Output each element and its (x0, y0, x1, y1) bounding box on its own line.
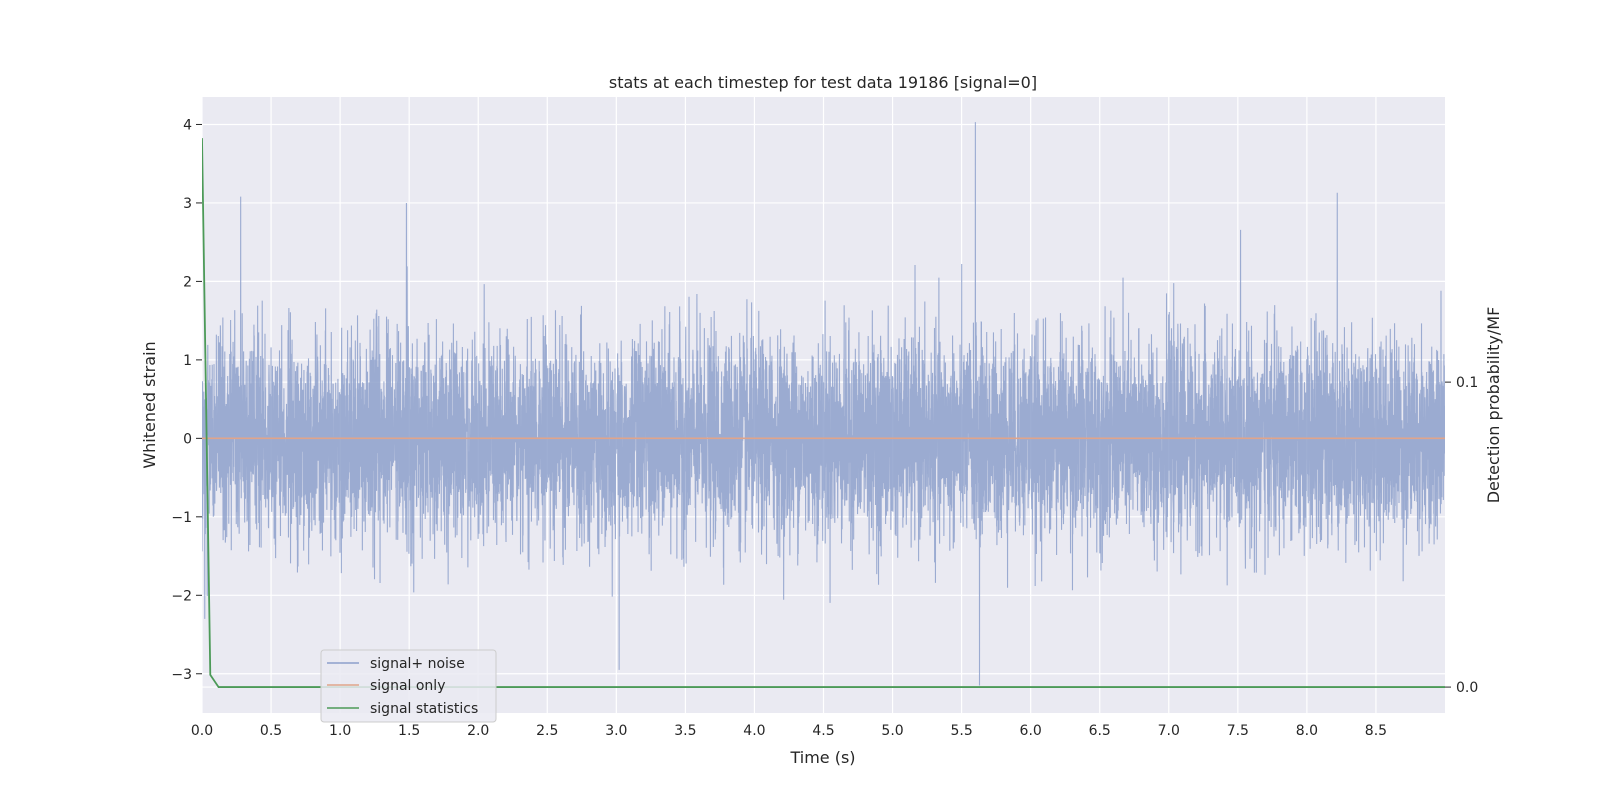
y-tick-label: −2 (171, 588, 192, 604)
x-tick-label: 5.5 (950, 723, 972, 739)
series-line-signal-noise (202, 122, 1445, 686)
x-tick-label: 8.5 (1365, 723, 1387, 739)
x-tick-label: 8.0 (1296, 723, 1318, 739)
series-layer (202, 122, 1445, 688)
x-tick-label: 1.0 (329, 723, 351, 739)
chart-title: stats at each timestep for test data 191… (609, 73, 1037, 92)
y-tick-label: 4 (183, 117, 192, 133)
ticks: 0.0 0.5 1.0 1.5 2.0 2.5 3.0 3.5 4.0 4.5 5.0 5.5 6.0 6… (171, 117, 1478, 739)
legend-label-signal-statistics: signal statistics (370, 701, 478, 717)
y-tick-label: 0 (183, 431, 192, 447)
x-tick-label: 4.5 (812, 723, 834, 739)
y-right-tick-label: 0.1 (1456, 375, 1478, 391)
x-tick-label: 7.0 (1158, 723, 1180, 739)
legend-box (320, 649, 497, 723)
y-tick-label: 2 (183, 274, 192, 290)
x-tick-label: 2.0 (467, 723, 489, 739)
x-axis-label: Time (s) (789, 748, 855, 767)
x-tick-label: 3.0 (605, 723, 627, 739)
y-right-tick-label: 0.0 (1456, 680, 1478, 696)
x-tick-label: 7.5 (1227, 723, 1249, 739)
x-tick-label: 6.0 (1020, 723, 1042, 739)
y-tick-label: −3 (171, 667, 192, 683)
y-right-axis-label: Detection probability/MF (1484, 307, 1503, 504)
x-tick-label: 4.0 (743, 723, 765, 739)
legend-label-signal-noise: signal+ noise (370, 656, 465, 672)
y-tick-label: −1 (171, 510, 192, 526)
legend: signal+ noise signal only signal statist… (320, 649, 497, 723)
x-tick-label: 3.5 (674, 723, 696, 739)
x-tick-label: 6.5 (1089, 723, 1111, 739)
legend-label-signal-only: signal only (370, 678, 445, 694)
x-tick-label: 0.5 (260, 723, 282, 739)
series-line-signal-statistics (202, 138, 1445, 688)
y-tick-label: 1 (183, 353, 192, 369)
x-tick-label: 1.5 (398, 723, 420, 739)
x-tick-label: 0.0 (191, 723, 213, 739)
x-tick-label: 2.5 (536, 723, 558, 739)
x-tick-label: 5.0 (881, 723, 903, 739)
y-axis-label: Whitened strain (140, 341, 159, 468)
y-tick-label: 3 (183, 196, 192, 212)
